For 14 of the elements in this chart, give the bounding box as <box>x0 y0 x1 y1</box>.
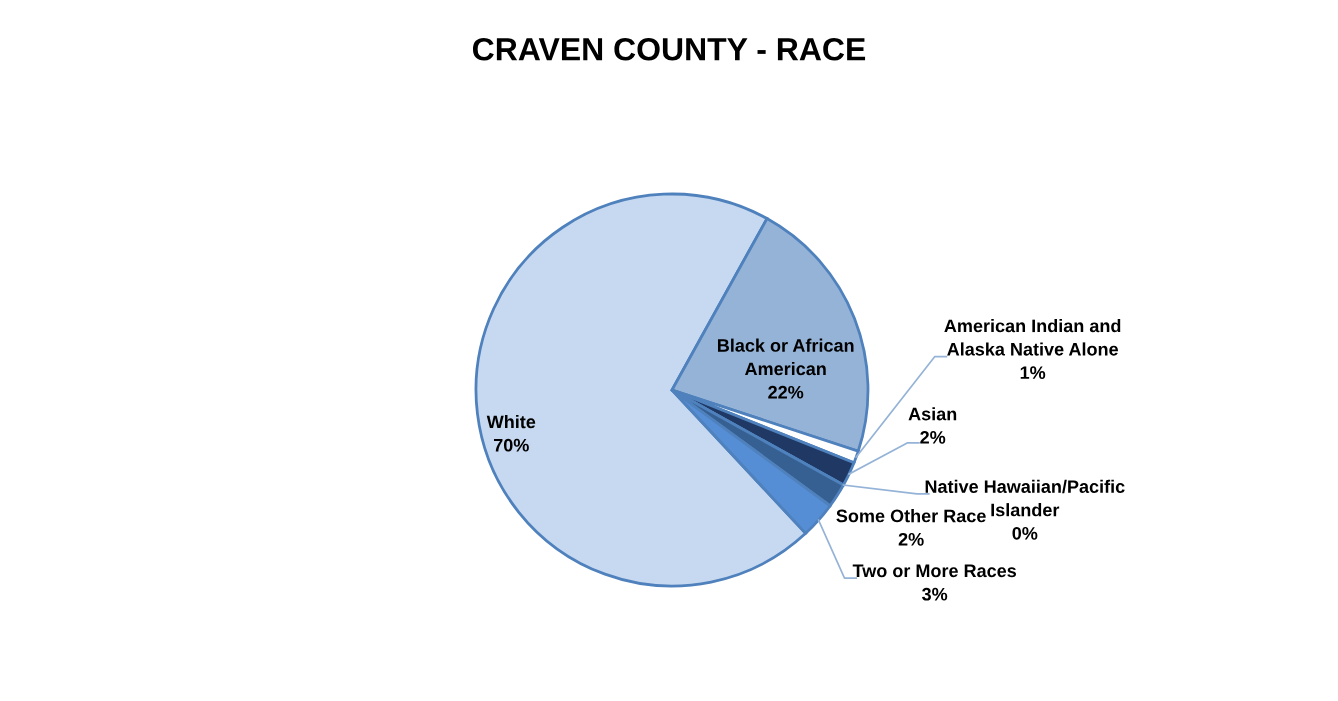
slice-label: Two or More Races <box>852 564 1017 578</box>
slice-label: Black or African American <box>717 338 854 376</box>
data-label: 1% <box>1020 366 1046 379</box>
data-label: 70% <box>493 438 529 452</box>
chart-title: CRAVEN COUNTY - RACE <box>473 37 866 61</box>
slice-label: Asian <box>908 407 957 421</box>
slice-label: American Indian and Alaska Native Alone <box>944 319 1121 356</box>
data-label: 2% <box>898 532 924 546</box>
slice-label: White <box>486 414 536 429</box>
data-label: 2% <box>920 430 946 444</box>
slice-label: Some Other Race <box>836 509 986 523</box>
data-label: 22% <box>768 385 804 399</box>
text: 0% <box>1012 526 1038 540</box>
data-label: 3% <box>922 587 948 601</box>
